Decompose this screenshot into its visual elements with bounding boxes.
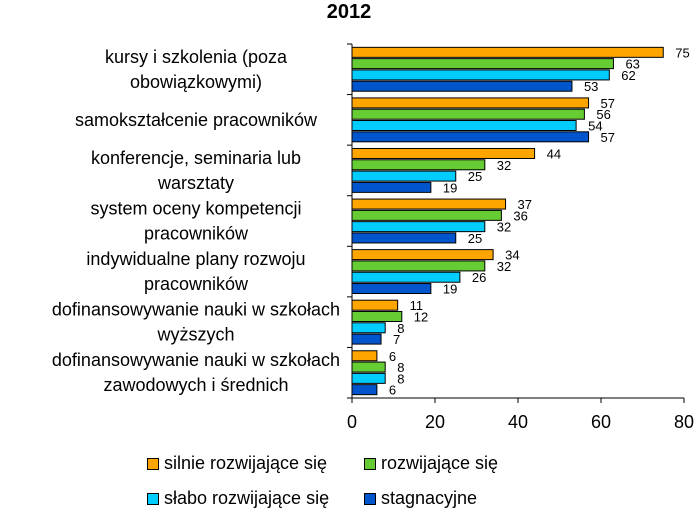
bar bbox=[351, 58, 614, 70]
data-label: 63 bbox=[625, 57, 639, 72]
data-label: 53 bbox=[584, 79, 598, 94]
bar bbox=[351, 198, 507, 210]
legend-label-stagnacyjne: stagnacyjne bbox=[381, 488, 478, 508]
bar bbox=[351, 260, 486, 272]
bar bbox=[351, 69, 610, 81]
chart-title: 2012 bbox=[326, 1, 372, 23]
category-label: dofinansowywanie nauki w szkołach bbox=[52, 300, 340, 320]
bar bbox=[351, 97, 590, 109]
category-label: obowiązkowymi) bbox=[130, 72, 262, 92]
bar bbox=[351, 108, 585, 120]
bar bbox=[351, 299, 399, 311]
category-label: samokształcenie pracowników bbox=[75, 110, 318, 130]
bar bbox=[351, 221, 486, 233]
data-label: 32 bbox=[497, 220, 511, 235]
data-label: 57 bbox=[601, 130, 615, 145]
bar bbox=[351, 249, 494, 261]
data-label: 19 bbox=[443, 180, 457, 195]
data-label: 57 bbox=[601, 96, 615, 111]
legend-swatch-stagnacyjne bbox=[364, 492, 376, 505]
category-label: pracowników bbox=[144, 274, 249, 294]
data-label: 44 bbox=[547, 146, 561, 161]
bar bbox=[351, 209, 502, 221]
data-label: 32 bbox=[497, 158, 511, 173]
data-label: 32 bbox=[497, 259, 511, 274]
legend-item-silnie: silnie rozwijające się bbox=[147, 453, 327, 474]
bar bbox=[351, 322, 386, 334]
category-label: pracowników bbox=[144, 224, 249, 244]
data-label: 19 bbox=[443, 282, 457, 297]
bar bbox=[351, 159, 486, 171]
data-label: 25 bbox=[468, 169, 482, 184]
data-label: 54 bbox=[588, 119, 602, 134]
bar bbox=[351, 333, 382, 345]
data-label: 11 bbox=[410, 298, 424, 313]
data-label: 6 bbox=[389, 383, 396, 398]
bar bbox=[351, 46, 664, 58]
bar bbox=[351, 120, 577, 132]
data-label: 37 bbox=[518, 197, 532, 212]
data-label: 62 bbox=[621, 68, 635, 83]
legend-swatch-rozwijajace bbox=[364, 457, 376, 470]
category-label: zawodowych i średnich bbox=[103, 375, 288, 395]
category-label: konferencje, seminaria lub bbox=[91, 148, 301, 168]
category-label: wyższych bbox=[156, 325, 234, 345]
category-label: kursy i szkolenia (poza bbox=[105, 47, 288, 67]
data-label: 8 bbox=[397, 371, 404, 386]
category-label: warsztaty bbox=[157, 173, 234, 193]
data-label: 6 bbox=[389, 349, 396, 364]
bar bbox=[351, 170, 457, 182]
category-label: dofinansowywanie nauki w szkołach bbox=[52, 350, 340, 370]
data-label: 36 bbox=[513, 208, 527, 223]
data-label: 8 bbox=[397, 321, 404, 336]
bar bbox=[351, 384, 378, 396]
bar bbox=[351, 131, 590, 143]
data-label: 8 bbox=[397, 360, 404, 375]
bar bbox=[351, 350, 378, 362]
bar bbox=[351, 372, 386, 384]
bar bbox=[351, 232, 457, 244]
bar bbox=[351, 283, 432, 295]
data-label: 12 bbox=[414, 309, 428, 324]
x-tick-label: 0 bbox=[347, 412, 357, 432]
category-label: system oceny kompetencji bbox=[90, 199, 301, 219]
legend-swatch-slabo bbox=[147, 492, 159, 505]
data-label: 56 bbox=[596, 107, 610, 122]
data-label: 75 bbox=[675, 45, 689, 60]
legend-item-stagnacyjne: stagnacyjne bbox=[364, 488, 477, 509]
legend-item-slabo: słabo rozwijające się bbox=[147, 488, 329, 509]
data-label: 26 bbox=[472, 270, 486, 285]
legend-label-rozwijajace: rozwijające się bbox=[381, 453, 499, 473]
x-tick-label: 60 bbox=[591, 412, 611, 432]
bar bbox=[351, 310, 403, 322]
bar bbox=[351, 80, 573, 92]
legend-swatch-silnie bbox=[147, 457, 159, 470]
category-label: indywidualne plany rozwoju bbox=[86, 249, 305, 269]
bar bbox=[351, 361, 386, 373]
bar bbox=[351, 181, 432, 193]
legend-item-rozwijajace: rozwijające się bbox=[364, 453, 498, 474]
data-label: 7 bbox=[393, 332, 400, 347]
legend-label-slabo: słabo rozwijające się bbox=[164, 488, 330, 508]
data-label: 34 bbox=[505, 248, 519, 263]
x-tick-label: 80 bbox=[674, 412, 694, 432]
x-tick-label: 20 bbox=[425, 412, 445, 432]
data-label: 25 bbox=[468, 231, 482, 246]
x-tick-label: 40 bbox=[508, 412, 528, 432]
legend-label-silnie: silnie rozwijające się bbox=[164, 453, 328, 473]
